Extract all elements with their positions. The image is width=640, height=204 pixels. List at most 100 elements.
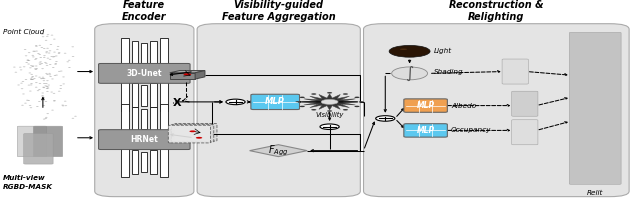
Circle shape	[296, 101, 301, 103]
FancyBboxPatch shape	[512, 91, 538, 116]
Circle shape	[184, 73, 191, 75]
Circle shape	[35, 46, 38, 47]
Circle shape	[32, 51, 35, 52]
Circle shape	[31, 66, 34, 67]
FancyBboxPatch shape	[197, 24, 360, 197]
Text: Reconstruction &
Relighting: Reconstruction & Relighting	[449, 0, 543, 22]
Ellipse shape	[392, 67, 428, 80]
Circle shape	[42, 78, 44, 79]
Circle shape	[46, 65, 49, 66]
Circle shape	[46, 48, 49, 49]
Polygon shape	[170, 71, 205, 73]
Circle shape	[26, 100, 29, 101]
Circle shape	[45, 83, 47, 84]
Circle shape	[47, 58, 49, 59]
FancyBboxPatch shape	[33, 126, 63, 157]
Circle shape	[35, 69, 37, 70]
Circle shape	[46, 36, 49, 37]
Circle shape	[355, 97, 360, 98]
Circle shape	[31, 77, 33, 78]
FancyBboxPatch shape	[99, 63, 190, 83]
Bar	[160, 104, 168, 135]
Circle shape	[37, 53, 40, 54]
Bar	[132, 150, 138, 174]
Circle shape	[43, 119, 45, 120]
Circle shape	[35, 68, 38, 69]
Circle shape	[35, 45, 38, 46]
Circle shape	[300, 106, 305, 107]
Circle shape	[45, 101, 47, 102]
Circle shape	[26, 62, 28, 63]
Bar	[121, 104, 129, 135]
Circle shape	[35, 82, 38, 83]
Circle shape	[31, 74, 33, 75]
Circle shape	[28, 100, 30, 101]
Bar	[121, 38, 129, 69]
Circle shape	[46, 91, 49, 92]
Circle shape	[40, 63, 43, 64]
Circle shape	[15, 72, 17, 73]
FancyBboxPatch shape	[168, 125, 211, 143]
Text: Relit: Relit	[587, 190, 604, 196]
Circle shape	[47, 113, 49, 114]
Circle shape	[327, 110, 332, 112]
Circle shape	[376, 116, 395, 121]
Circle shape	[49, 59, 51, 60]
Circle shape	[45, 40, 47, 41]
Circle shape	[60, 85, 62, 86]
Circle shape	[196, 137, 202, 139]
Circle shape	[226, 99, 245, 105]
Circle shape	[52, 93, 55, 94]
Circle shape	[45, 52, 48, 53]
Circle shape	[44, 85, 47, 86]
Circle shape	[45, 63, 48, 64]
Circle shape	[43, 78, 45, 79]
Circle shape	[55, 61, 58, 62]
Circle shape	[60, 88, 62, 89]
Circle shape	[43, 87, 45, 88]
Circle shape	[42, 68, 44, 69]
Bar	[121, 80, 129, 111]
Circle shape	[389, 45, 430, 57]
Circle shape	[20, 88, 23, 89]
Circle shape	[30, 79, 33, 80]
Text: Feature
Encoder: Feature Encoder	[122, 0, 166, 22]
Circle shape	[25, 55, 28, 56]
Circle shape	[52, 67, 54, 68]
Bar	[150, 83, 157, 108]
FancyBboxPatch shape	[570, 32, 621, 184]
Bar	[160, 146, 168, 177]
Polygon shape	[301, 94, 358, 110]
Text: Multi-view: Multi-view	[3, 175, 46, 181]
Circle shape	[45, 117, 47, 118]
Circle shape	[320, 124, 339, 130]
Circle shape	[56, 49, 59, 50]
Text: Occupancy: Occupancy	[451, 128, 492, 133]
Circle shape	[49, 64, 51, 65]
Circle shape	[29, 105, 31, 106]
FancyBboxPatch shape	[99, 130, 190, 150]
Circle shape	[24, 49, 26, 50]
Circle shape	[58, 53, 60, 54]
Circle shape	[42, 96, 44, 97]
Circle shape	[300, 97, 305, 98]
Polygon shape	[250, 145, 307, 157]
Circle shape	[39, 64, 42, 65]
Circle shape	[36, 90, 39, 91]
Circle shape	[32, 79, 35, 80]
Bar	[160, 80, 168, 111]
Circle shape	[42, 95, 44, 96]
Bar	[150, 108, 157, 131]
Bar	[160, 38, 168, 69]
Text: HRNet: HRNet	[131, 135, 158, 144]
Bar	[170, 73, 195, 79]
Circle shape	[62, 105, 65, 106]
Circle shape	[311, 109, 316, 111]
Circle shape	[343, 93, 348, 95]
Circle shape	[43, 83, 45, 84]
Bar	[150, 150, 157, 174]
Circle shape	[41, 99, 44, 100]
Circle shape	[33, 51, 36, 52]
Circle shape	[46, 80, 49, 81]
Bar	[141, 109, 147, 130]
